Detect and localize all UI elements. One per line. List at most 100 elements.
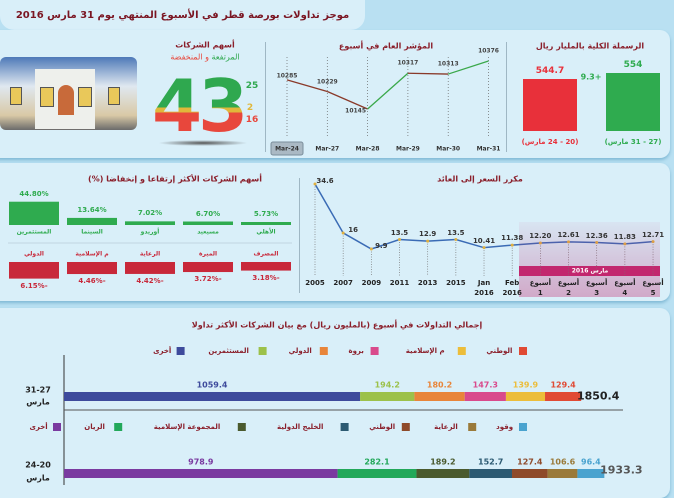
subtitle-up: المرتفعة [211,52,240,62]
loser-bar [67,262,117,275]
legend-label: الدولي [288,347,312,355]
cap-bar [523,79,577,131]
cap-period-label: (27 - 31 مارس) [604,138,662,146]
divider [299,178,300,293]
gainer-value: 7.02% [137,209,163,218]
pe-x-label: 2016 [502,289,522,297]
segment-value: 180.2 [426,380,453,390]
x-tick-label: 24-Mar [275,145,299,153]
legend-swatch [53,423,61,431]
pe-x-label: 2016 [474,289,494,297]
row-label: 24-20 [25,460,51,470]
pe-value: 12.36 [585,231,608,240]
loser-name: المصرف [253,250,279,258]
page-title: موجز تداولات بورصة قطر في الأسبوع المنته… [0,0,365,30]
gainer-name: المستثمرين [16,228,52,236]
pe-value: 13.5 [447,228,465,237]
segment-value: 106.6 [549,457,576,467]
data-label: 10285 [276,72,298,80]
legend-swatch [370,347,379,355]
companies-unchanged-count: 2 [246,103,254,113]
gainer-bar [67,217,117,225]
legend-label: م الإسلامية [405,347,445,355]
highlight-label: مارس 2016 [571,267,609,275]
pe-x-label: 2013 [417,279,438,287]
pe-x-label: أسبوع [642,279,664,287]
legend-swatch [519,347,527,355]
segment-value: 129.4 [550,380,576,390]
stacked-segment [512,469,548,478]
loser-bar [9,262,59,279]
pe-x-label: Jan [477,279,491,287]
gainer-value: 44.80% [19,189,49,198]
segment-value: 194.2 [374,380,400,390]
loser-name: الميرة [198,250,218,258]
index-line-segment [447,60,489,75]
stacked-segment [337,469,417,478]
legend-swatch [468,423,477,431]
loser-name: الدولي [24,250,44,258]
legend-swatch [319,347,328,355]
charts-svg [8,57,660,485]
companies-up-count: 25 [245,81,259,91]
legend-swatch [519,423,527,431]
gainer-bar [9,201,59,225]
subtitle-and: و [205,52,209,62]
gainer-name: السينما [81,228,103,236]
pe-value: 10.41 [472,236,496,245]
pe-x-label: أسبوع [529,279,552,287]
turnover-chart-title: إجمالي التداولات في أسبوع (بالمليون ريال… [191,320,483,330]
row-label: مارس [26,473,50,483]
middle-panel [0,163,670,301]
shadow [158,140,248,146]
pe-chart-title: مكرر السعر إلى العائد [437,174,523,184]
pe-value: 11.83 [613,232,636,241]
building-photo [0,57,137,130]
x-tick-label: 31-Mar [476,145,501,153]
x-tick-label: 27-Mar [315,145,340,153]
legend-label: المجموعة الإسلامية [153,423,221,431]
pe-value: 12.71 [641,230,665,239]
data-label: 10313 [437,60,459,68]
pe-x-label: 5 [650,289,656,297]
pe-point [538,241,542,245]
pe-value: 11.38 [501,234,524,243]
pe-x-label: 2005 [305,279,325,287]
cap-chart-title: الرسملة الكلية بالمليار ريال [535,41,645,51]
data-label: 10317 [397,59,419,67]
index-chart-title: المؤشر العام في أسبوع [338,41,434,51]
pe-value: 12.61 [557,230,580,239]
legend-swatch [176,347,185,355]
segment-value: 189.2 [430,457,456,467]
legend-label: الخليج الدولية [276,423,324,431]
segment-value: 147.3 [472,380,498,390]
stacked-segment [545,392,582,401]
cap-change: +9.3 [580,72,602,82]
row-total: 1850.4 [576,389,620,403]
companies-title: أسهم الشركات [175,40,235,50]
pe-point [369,247,373,251]
legend-label: أخرى [153,347,172,355]
loser-value: -4.46% [78,277,106,286]
legend-label: المستثمرين [208,347,249,355]
loser-value: -4.42% [136,276,164,285]
legend-label: بروة [348,347,364,355]
gainer-value: 5.73% [253,210,279,218]
divider [265,42,266,152]
pe-point [651,240,655,244]
legend-label: وقود [496,423,514,431]
legend-swatch [258,347,267,355]
cap-value: 544.7 [535,66,565,76]
data-label: 10145 [345,107,367,115]
highlight-band [519,266,660,276]
pe-value: 12.20 [529,231,552,240]
pe-value: 34.6 [316,177,334,186]
pe-x-label: 2007 [333,279,353,287]
pe-x-label: 3 [594,289,600,297]
index-line-segment [327,90,368,110]
row-label: 31-27 [25,385,51,395]
index-line-segment [286,79,328,93]
pe-x-label: 1 [537,289,543,297]
loser-name: م الإسلامية [75,250,109,258]
stacked-segment [360,392,415,401]
